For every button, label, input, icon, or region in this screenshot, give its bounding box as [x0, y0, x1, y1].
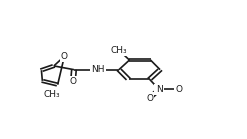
Text: O: O — [69, 77, 77, 86]
Text: O: O — [146, 94, 153, 103]
Text: CH₃: CH₃ — [44, 90, 60, 99]
Text: NH: NH — [91, 65, 105, 74]
Text: CH₃: CH₃ — [111, 46, 127, 55]
Text: O: O — [176, 85, 183, 94]
Text: N: N — [156, 85, 163, 94]
Text: O: O — [61, 52, 68, 61]
